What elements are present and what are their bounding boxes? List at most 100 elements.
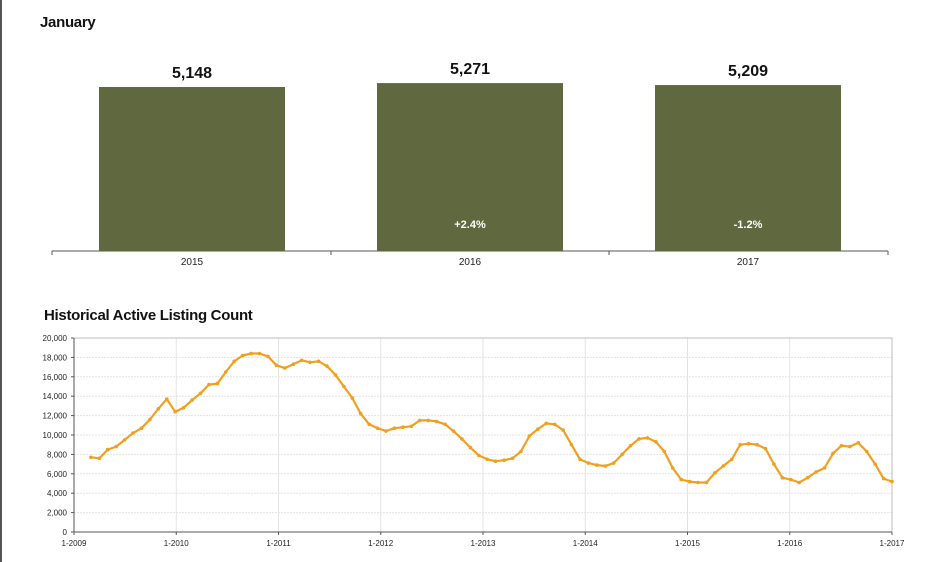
line-point (704, 480, 709, 485)
line-point (510, 456, 515, 461)
line-point (342, 384, 346, 389)
line-x-tick-label: 1-2012 (368, 539, 393, 548)
line-y-tick-label: 0 (63, 528, 68, 537)
line-point (527, 434, 532, 438)
line-x-tick-label: 1-2014 (573, 539, 598, 548)
line-point (662, 449, 667, 454)
line-point (881, 476, 886, 481)
line-y-tick-label: 12,000 (43, 412, 68, 421)
line-point (97, 456, 102, 461)
bar-2017 (655, 85, 841, 251)
line-point (131, 431, 135, 435)
line-point (299, 358, 304, 363)
line-y-tick-label: 10,000 (43, 431, 68, 440)
line-point (603, 464, 608, 468)
bar-2015 (99, 87, 285, 251)
bar-value-label: 5,209 (728, 63, 768, 80)
line-point (569, 442, 574, 447)
line-point (139, 426, 144, 431)
line-point (384, 429, 388, 433)
line-point (257, 351, 262, 356)
line-point (561, 428, 565, 432)
line-point (493, 459, 498, 464)
line-series-active-listings (90, 352, 893, 484)
line-point (831, 451, 835, 456)
bar-category-label: 2016 (459, 257, 482, 268)
line-point (375, 426, 380, 431)
line-y-tick-label: 14,000 (43, 392, 68, 401)
line-point (409, 424, 414, 429)
line-point (198, 391, 203, 396)
bar-change-label: +2.4% (454, 219, 486, 231)
line-point (418, 418, 422, 423)
line-point (114, 444, 118, 449)
line-point (687, 479, 692, 484)
line-point (789, 477, 793, 482)
line-point (443, 422, 447, 427)
line-point (240, 353, 245, 358)
line-point (611, 461, 616, 465)
line-point (460, 437, 464, 441)
line-point (814, 470, 818, 474)
line-point (333, 373, 338, 377)
line-point (190, 398, 194, 402)
line-point (679, 477, 683, 482)
line-point (763, 446, 768, 451)
line-point (426, 418, 431, 423)
line-point (797, 480, 801, 485)
line-point (485, 457, 490, 462)
line-y-tick-label: 18,000 (43, 353, 68, 362)
line-point (721, 464, 726, 468)
line-point (856, 441, 861, 445)
line-point (502, 458, 506, 463)
line-point (746, 441, 751, 446)
line-point (628, 443, 633, 448)
line-point (890, 479, 894, 484)
line-point (477, 453, 481, 458)
line-x-tick-label: 1-2015 (675, 539, 700, 548)
line-x-tick-label: 1-2016 (777, 539, 802, 548)
line-point (755, 442, 759, 447)
line-x-tick-label: 1-2017 (880, 539, 905, 548)
line-point (148, 417, 152, 422)
line-point (215, 381, 220, 386)
line-point (156, 407, 161, 411)
line-point (552, 422, 557, 427)
line-y-tick-label: 6,000 (47, 470, 68, 479)
bar-value-label: 5,148 (172, 65, 212, 82)
line-point (772, 462, 776, 466)
line-point (848, 444, 852, 449)
line-point (645, 436, 650, 440)
line-y-tick-label: 20,000 (43, 334, 68, 343)
line-point (839, 443, 844, 448)
line-point (325, 364, 329, 368)
line-x-tick-label: 1-2013 (471, 539, 496, 548)
bar-category-label: 2015 (181, 257, 204, 268)
line-point (451, 429, 456, 433)
line-point (308, 360, 312, 365)
bar-category-label: 2017 (737, 257, 760, 268)
line-point (738, 442, 742, 447)
line-point (283, 366, 287, 370)
line-point (468, 445, 473, 450)
bar-change-label: -1.2% (734, 219, 763, 231)
line-point (586, 461, 591, 465)
line-point (392, 426, 397, 431)
section-title: January (40, 14, 96, 31)
line-x-tick-label: 1-2010 (164, 539, 189, 548)
line-y-tick-label: 2,000 (47, 509, 68, 518)
bar-2016 (377, 83, 563, 251)
line-point (266, 354, 270, 359)
line-y-tick-label: 8,000 (47, 450, 68, 459)
line-point (620, 452, 624, 457)
line-point (367, 422, 372, 427)
line-point (595, 463, 599, 467)
line-point (316, 359, 321, 364)
line-x-tick-label: 1-2009 (62, 539, 87, 548)
january-bar-chart: 5,148 2015 5,271 +2.4% 2016 5,209 -1.2% 2017 (51, 61, 889, 268)
line-y-tick-label: 4,000 (47, 489, 68, 498)
line-point (780, 475, 785, 480)
line-x-tick-label: 1-2011 (266, 539, 291, 548)
line-point (654, 440, 658, 444)
